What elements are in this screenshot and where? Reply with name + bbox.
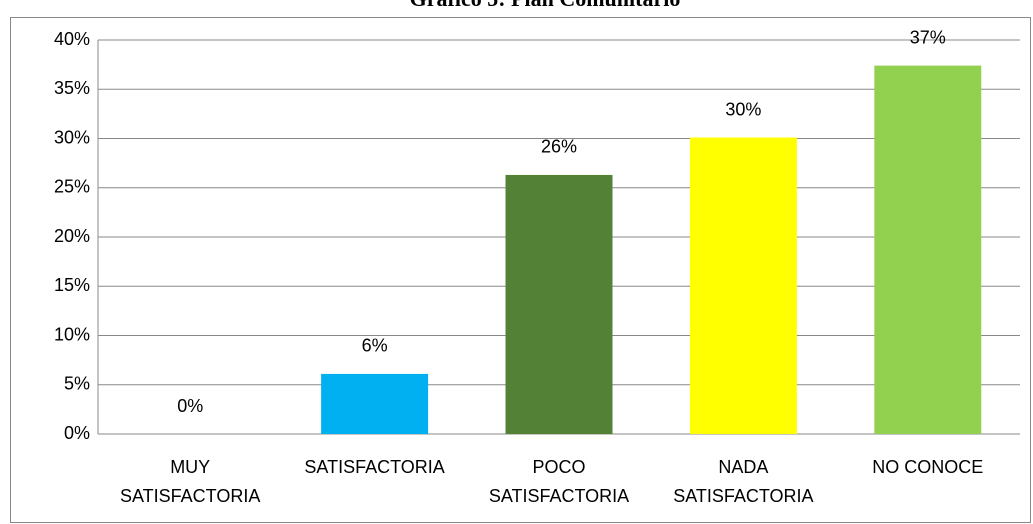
bar [874,65,982,435]
data-label: 30% [725,99,761,119]
y-tick-label: 0% [64,423,90,443]
y-tick-label: 35% [54,78,90,98]
data-label: 26% [541,137,577,157]
bar [689,137,797,434]
x-tick-label: POCO SATISFACTORIA [489,457,629,506]
y-tick-label: 5% [64,374,90,394]
bar [321,373,429,434]
data-label: 6% [362,336,388,356]
y-tick-label: 25% [54,177,90,197]
data-label: 0% [177,396,203,416]
x-tick-label: NO CONOCE [872,457,983,477]
data-label: 37% [910,27,946,47]
y-tick-label: 15% [54,275,90,295]
bar [505,174,613,434]
chart-title: Gráfico 5: Plan Comunitario [410,0,681,11]
x-tick-label: MUY SATISFACTORIA [120,457,260,506]
y-tick-label: 40% [54,29,90,49]
x-tick-label: NADA SATISFACTORIA [673,457,813,506]
x-tick-label: SATISFACTORIA [304,457,444,477]
y-tick-label: 20% [54,226,90,246]
y-tick-label: 10% [54,324,90,344]
y-tick-label: 30% [54,127,90,147]
